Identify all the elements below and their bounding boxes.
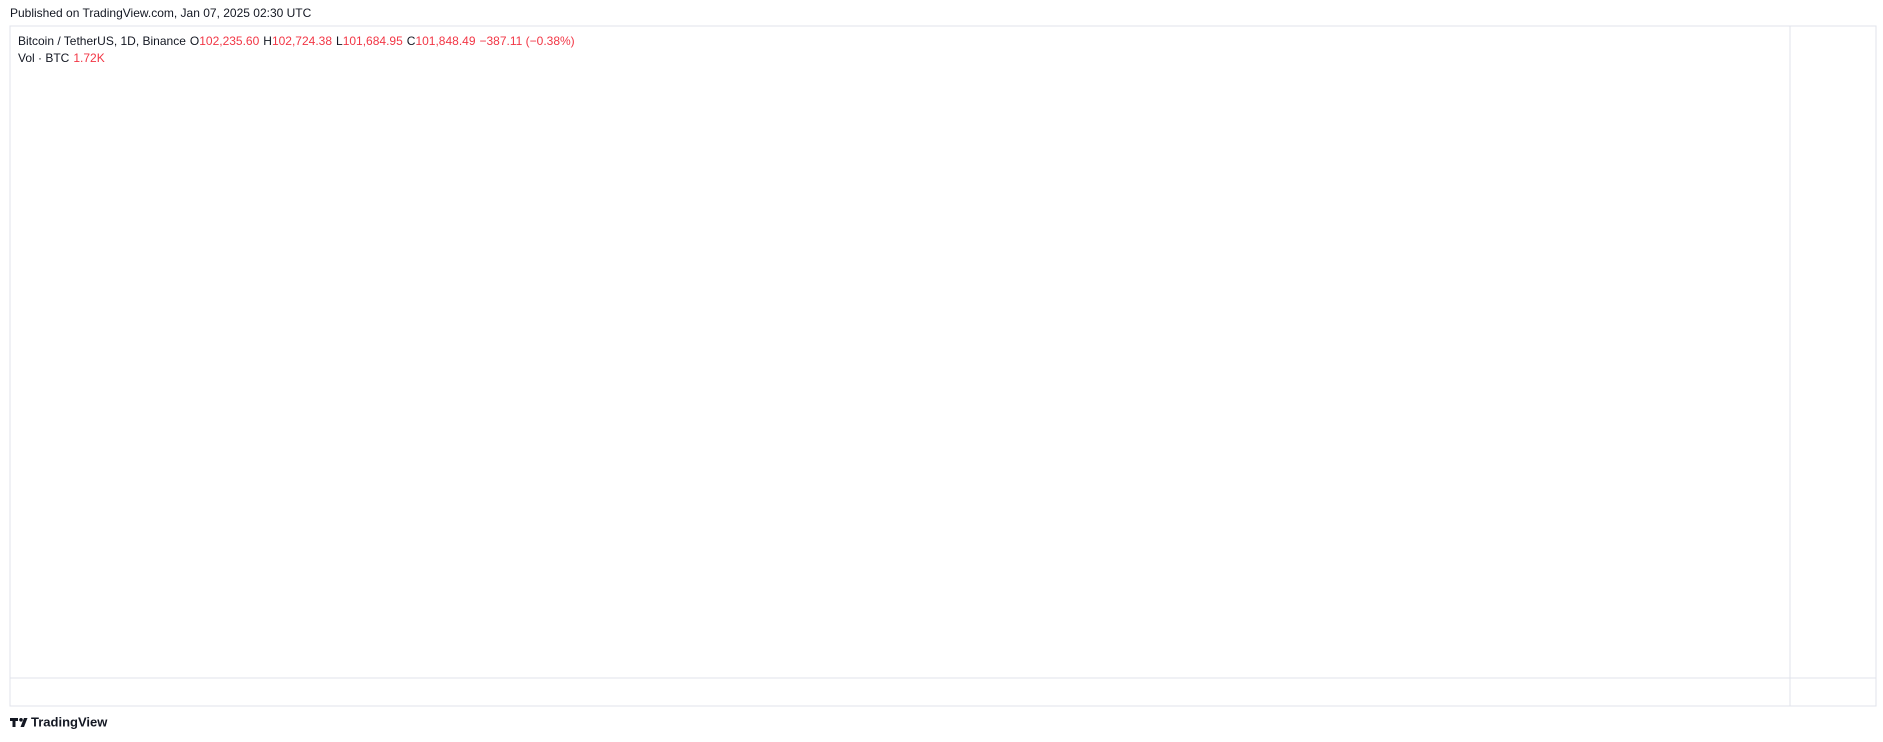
volume-title: Vol · BTC (18, 51, 70, 65)
ohlc-row: Bitcoin / TetherUS, 1D, Binance O102,235.… (18, 33, 579, 50)
volume-row: Vol · BTC 1.72K (18, 50, 579, 67)
ohlc-value: 102,724.38 (271, 34, 333, 48)
ohlc-key: H (263, 34, 272, 48)
ohlc-value: 101,684.95 (342, 34, 403, 48)
published-note: Published on TradingView.com, Jan 07, 20… (10, 6, 312, 20)
logo-shape (20, 718, 28, 727)
frame (9, 25, 1877, 707)
legend: Bitcoin / TetherUS, 1D, Binance O102,235.… (18, 33, 579, 67)
ohlc-value: 101,848.49 (415, 34, 476, 48)
change-label: −387.11 (−0.38%) (479, 34, 575, 48)
ohlc-key: L (336, 34, 343, 48)
brand-logo (10, 718, 28, 727)
volume-value: 1.72K (73, 51, 105, 65)
symbol-title: Bitcoin / TetherUS, 1D, Binance (18, 34, 186, 48)
ohlc-key: C (406, 34, 416, 48)
brand-name: TradingView (31, 714, 108, 729)
logo-dot (19, 718, 23, 722)
ohlc-key: O (189, 34, 200, 48)
ohlc-value: 102,235.60 (199, 34, 260, 48)
logo-shape (10, 718, 18, 727)
